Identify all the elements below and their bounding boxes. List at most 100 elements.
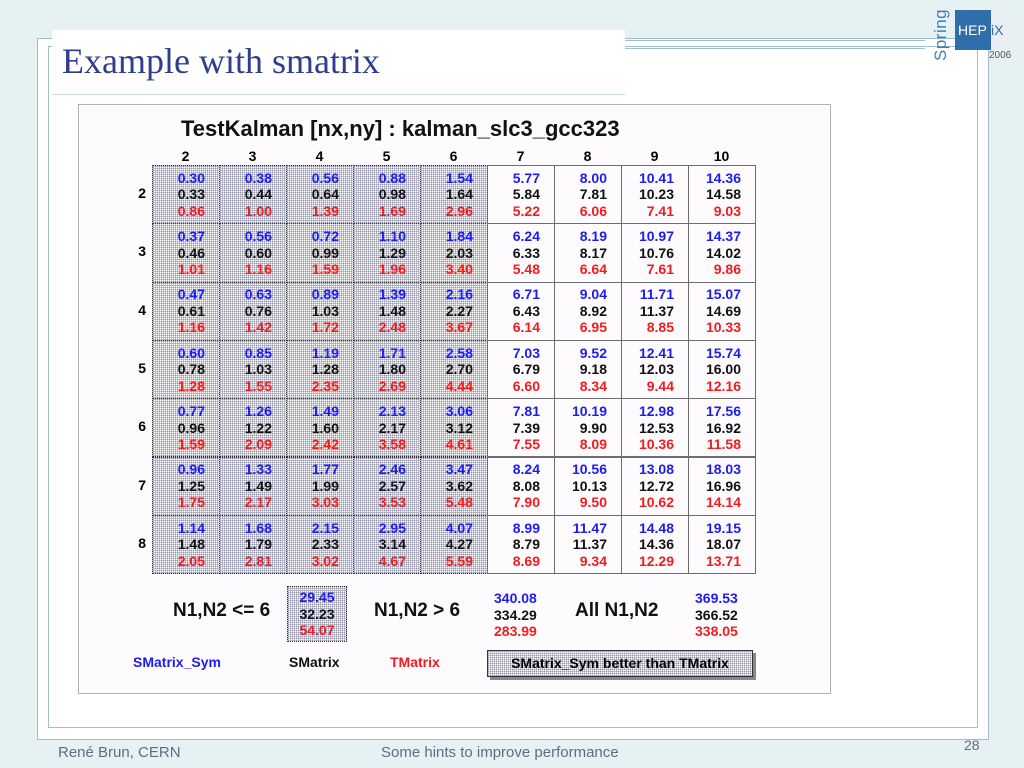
cell-tmatrix: 9.44 — [646, 377, 674, 394]
summary-gt6-smatrix: 334.29 — [494, 606, 537, 623]
cell-smatrix-sym: 0.85 — [244, 344, 272, 361]
cell-smatrix-sym: 1.84 — [445, 228, 473, 245]
table-cell: 14.37 14.02 9.86 — [688, 223, 756, 283]
cell-tmatrix: 3.40 — [445, 261, 473, 278]
cell-smatrix: 1.60 — [311, 419, 339, 436]
table-cell: 0.85 1.03 1.55 — [219, 339, 287, 400]
table-cell: 15.07 14.69 10.33 — [688, 281, 756, 341]
cell-smatrix: 0.46 — [177, 244, 205, 261]
cell-smatrix-sym: 10.97 — [638, 228, 674, 245]
footer-center: Some hints to improve performance — [381, 744, 619, 761]
cell-tmatrix: 9.86 — [713, 261, 741, 278]
cell-tmatrix: 1.39 — [311, 202, 339, 219]
column-header: 6 — [449, 148, 458, 164]
cell-smatrix: 1.80 — [378, 361, 406, 378]
row-header: 3 — [138, 243, 146, 260]
cell-tmatrix: 2.09 — [244, 436, 272, 453]
cell-tmatrix: 12.29 — [638, 552, 674, 569]
cell-tmatrix: 3.53 — [378, 494, 406, 511]
cell-smatrix-sym: 7.81 — [512, 403, 540, 420]
legend-smatrix-sym: SMatrix_Sym — [133, 654, 221, 670]
cell-smatrix: 1.22 — [244, 419, 272, 436]
cell-smatrix: 2.57 — [378, 477, 406, 494]
cell-tmatrix: 1.72 — [311, 319, 339, 336]
cell-tmatrix: 6.06 — [579, 202, 607, 219]
cell-smatrix-sym: 1.39 — [378, 286, 406, 303]
cell-smatrix: 3.62 — [445, 477, 473, 494]
cell-smatrix-sym: 1.10 — [378, 228, 406, 245]
cell-tmatrix: 13.71 — [705, 552, 741, 569]
cell-tmatrix: 2.35 — [311, 377, 339, 394]
table-cell: 8.19 8.17 6.64 — [554, 223, 622, 283]
slide-title: Example with smatrix — [62, 41, 380, 81]
cell-smatrix: 14.02 — [705, 244, 741, 261]
cell-smatrix-sym: 17.56 — [705, 403, 741, 420]
cell-smatrix-sym: 7.03 — [512, 344, 540, 361]
cell-smatrix-sym: 4.07 — [445, 519, 473, 536]
cell-smatrix: 6.79 — [512, 361, 540, 378]
column-header: 4 — [315, 148, 324, 164]
cell-tmatrix: 14.14 — [705, 494, 741, 511]
cell-smatrix: 0.64 — [311, 186, 339, 203]
cell-tmatrix: 0.86 — [177, 202, 205, 219]
cell-tmatrix: 8.09 — [579, 436, 607, 453]
cell-smatrix-sym: 13.08 — [638, 461, 674, 478]
cell-smatrix: 2.17 — [378, 419, 406, 436]
table-cell: 1.77 1.99 3.03 — [286, 456, 354, 516]
logo-spring-text: Spring — [931, 8, 950, 62]
cell-smatrix-sym: 2.15 — [311, 519, 339, 536]
cell-smatrix-sym: 2.58 — [445, 344, 473, 361]
table-cell: 1.14 1.48 2.05 — [152, 514, 220, 575]
table-cell: 11.47 11.37 9.34 — [554, 514, 622, 575]
cell-smatrix-sym: 0.47 — [177, 286, 205, 303]
cell-tmatrix: 9.34 — [579, 552, 607, 569]
table-cell: 0.37 0.46 1.01 — [152, 223, 220, 283]
cell-smatrix: 10.23 — [638, 186, 674, 203]
cell-smatrix-sym: 5.77 — [512, 169, 540, 186]
table-cell: 0.60 0.78 1.28 — [152, 339, 220, 400]
cell-tmatrix: 1.96 — [378, 261, 406, 278]
table-cell: 1.68 1.79 2.81 — [219, 514, 287, 575]
cell-smatrix-sym: 12.98 — [638, 403, 674, 420]
cell-tmatrix: 2.05 — [177, 552, 205, 569]
cell-smatrix: 7.39 — [512, 419, 540, 436]
logo-ix-text: iX — [991, 10, 1017, 50]
table-cell: 0.63 0.76 1.42 — [219, 281, 287, 341]
table-cell: 2.58 2.70 4.44 — [420, 339, 488, 400]
cell-smatrix-sym: 10.56 — [571, 461, 607, 478]
cell-smatrix-sym: 1.19 — [311, 344, 339, 361]
cell-smatrix: 3.14 — [378, 536, 406, 553]
summary-le6-smatrix: 32.23 — [299, 605, 335, 622]
row-header: 8 — [138, 534, 146, 551]
cell-smatrix-sym: 1.14 — [177, 519, 205, 536]
cell-smatrix-sym: 1.49 — [311, 403, 339, 420]
cell-tmatrix: 3.03 — [311, 494, 339, 511]
cell-smatrix-sym: 19.15 — [705, 519, 741, 536]
cell-smatrix: 0.33 — [177, 186, 205, 203]
cell-smatrix-sym: 15.74 — [705, 344, 741, 361]
column-header: 9 — [650, 148, 659, 164]
table-cell: 7.03 6.79 6.60 — [487, 339, 555, 400]
table-cell: 0.89 1.03 1.72 — [286, 281, 354, 341]
cell-smatrix: 1.64 — [445, 186, 473, 203]
cell-smatrix: 14.36 — [638, 536, 674, 553]
cell-smatrix-sym: 0.60 — [177, 344, 205, 361]
row-header: 6 — [138, 418, 146, 435]
cell-tmatrix: 1.55 — [244, 377, 272, 394]
cell-tmatrix: 2.17 — [244, 494, 272, 511]
logo-hep-text: HEP — [955, 10, 991, 50]
cell-smatrix-sym: 8.99 — [512, 519, 540, 536]
cell-tmatrix: 2.69 — [378, 377, 406, 394]
cell-tmatrix: 6.95 — [579, 319, 607, 336]
cell-tmatrix: 8.69 — [512, 552, 540, 569]
summary-le6-smatrix-sym: 29.45 — [299, 589, 335, 606]
column-header: 10 — [713, 148, 730, 164]
table-cell: 14.36 14.58 9.03 — [688, 165, 756, 225]
cell-smatrix: 14.58 — [705, 186, 741, 203]
cell-tmatrix: 1.16 — [177, 319, 205, 336]
cell-smatrix: 5.84 — [512, 186, 540, 203]
table-cell: 8.24 8.08 7.90 — [487, 456, 555, 516]
cell-tmatrix: 9.03 — [713, 202, 741, 219]
cell-smatrix: 16.00 — [705, 361, 741, 378]
cell-smatrix: 1.03 — [244, 361, 272, 378]
